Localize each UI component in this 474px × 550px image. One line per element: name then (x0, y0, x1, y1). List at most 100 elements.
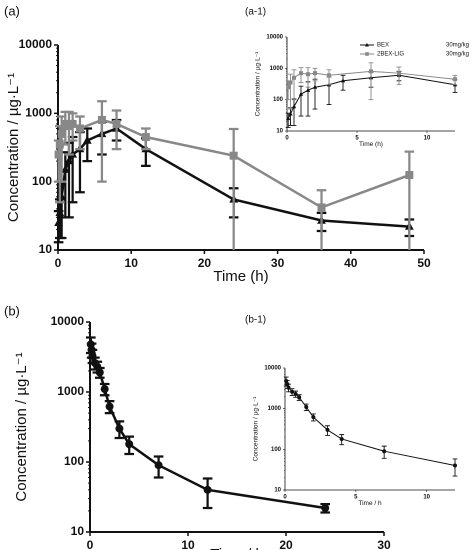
x-tick-label: 10 (181, 538, 195, 550)
legend-dose: 30mg/kg (446, 52, 469, 58)
marker (306, 72, 310, 77)
series (53, 100, 415, 250)
marker (369, 69, 373, 74)
y-tick-label: 100 (32, 174, 52, 188)
error-bar (396, 66, 402, 86)
x-tick-label: 10 (423, 494, 430, 500)
legend: BEX 30mg/kg 2BEX-LIG 30mg/kg (360, 43, 469, 58)
y-tick-label: 100 (64, 454, 84, 468)
y-tick-label: 1000 (25, 106, 52, 120)
marker (154, 461, 163, 470)
marker (299, 71, 303, 76)
marker (291, 104, 297, 109)
marker (112, 119, 121, 128)
panel: (a-1) 10 100 1000 10000 0 5 10 Time (h) Concentra… (245, 7, 469, 148)
error-bar (404, 150, 415, 250)
y-tick-label: 10000 (19, 37, 53, 51)
marker (60, 164, 70, 173)
y-tick-label: 100 (273, 97, 284, 103)
error-bar (82, 127, 93, 163)
marker (312, 84, 318, 89)
error-bar (97, 100, 107, 183)
error-bar (288, 73, 293, 110)
marker (286, 385, 291, 390)
x-tick-label: 0 (283, 494, 287, 500)
x-tick-label: 0 (55, 256, 62, 270)
y-tick-label: 10 (39, 242, 53, 256)
error-bar (111, 109, 122, 151)
panel: (b)101001000100000102030Time / hConcentr… (4, 303, 391, 550)
marker (125, 440, 134, 449)
series (285, 62, 458, 110)
x-tick-label: 30 (377, 538, 391, 550)
error-bar (298, 85, 304, 117)
x-tick-label: 0 (285, 135, 289, 141)
marker (285, 116, 291, 121)
error-bar (316, 189, 327, 250)
error-bar (340, 74, 346, 91)
marker (365, 52, 369, 56)
marker (405, 171, 414, 180)
marker (75, 124, 84, 133)
x-tick-label: 50 (417, 256, 431, 270)
x-tick-label: 20 (198, 256, 212, 270)
series (86, 336, 330, 514)
marker (100, 385, 109, 394)
y-tick-label: 1000 (270, 66, 284, 72)
panel-title: (a) (4, 3, 20, 18)
marker (82, 135, 92, 144)
marker (313, 71, 317, 76)
marker (311, 415, 316, 420)
marker (453, 463, 457, 468)
marker (304, 404, 309, 409)
y-axis-label: Concentration / µg·L⁻¹ (253, 396, 260, 461)
marker (327, 73, 331, 78)
x-tick-label: 30 (271, 256, 285, 270)
error-bar (291, 69, 297, 101)
marker (453, 77, 457, 82)
marker (397, 71, 401, 76)
x-tick-label: 10 (125, 256, 139, 270)
marker (203, 485, 212, 494)
error-bar (312, 78, 318, 110)
marker (298, 91, 304, 96)
y-tick-label: 100 (271, 447, 282, 453)
marker (105, 402, 114, 411)
error-bar (75, 115, 85, 151)
marker (68, 119, 77, 128)
x-axis-label: Time (h) (359, 141, 383, 148)
marker (54, 150, 63, 159)
marker (288, 80, 293, 85)
series (283, 376, 458, 477)
x-tick-label: 20 (279, 538, 293, 550)
y-axis-label: Concentration / µg·L⁻¹ (13, 352, 30, 501)
y-tick-label: 10 (274, 488, 281, 494)
y-tick-label: 1000 (57, 384, 84, 398)
x-tick-label: 5 (354, 494, 358, 500)
marker (95, 368, 104, 377)
marker (292, 75, 296, 80)
panel-title: (b) (4, 303, 20, 318)
marker (293, 391, 298, 396)
marker (382, 449, 387, 454)
x-tick-label: 40 (344, 256, 358, 270)
panel-title: (a-1) (245, 7, 266, 18)
marker (365, 42, 369, 47)
marker (339, 436, 344, 441)
y-axis-label: Concentration / µg·L⁻¹ (5, 73, 22, 222)
marker (57, 129, 66, 138)
marker (115, 424, 124, 433)
marker (297, 395, 302, 400)
legend-label: BEX (377, 43, 389, 49)
marker (141, 133, 150, 142)
marker (64, 156, 74, 165)
x-axis-label: Time / h (358, 500, 382, 507)
marker (55, 140, 64, 149)
y-tick-label: 10000 (264, 366, 281, 372)
marker (286, 85, 291, 90)
series-line (287, 70, 456, 88)
marker (290, 389, 295, 394)
panel: (b-1) 10 100 1000 10000 0 5 10 Time / h Concentra… (245, 315, 458, 507)
